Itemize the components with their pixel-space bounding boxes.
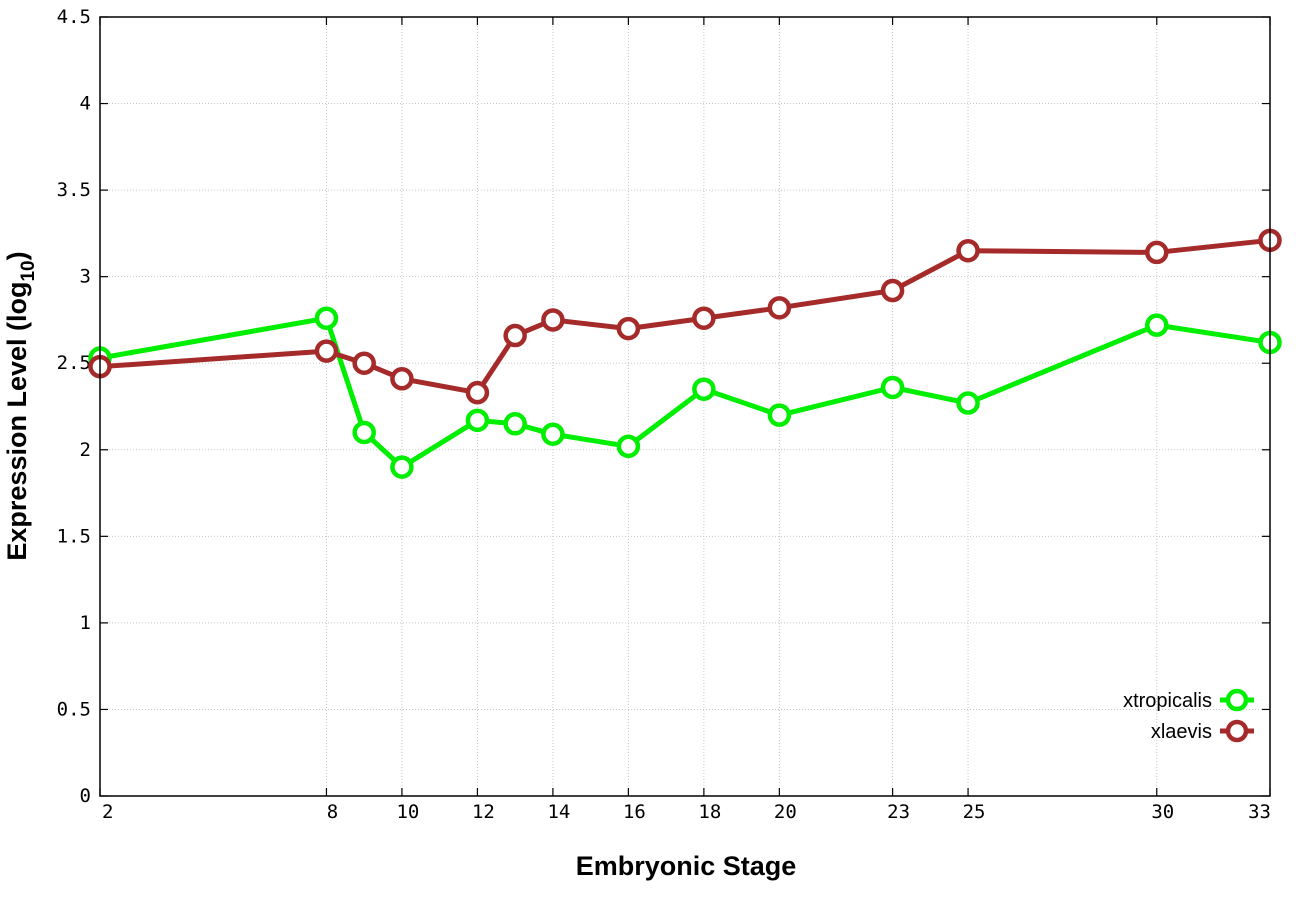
data-point (956, 391, 980, 415)
data-point (541, 422, 565, 446)
data-point (314, 339, 339, 363)
y-tick-label: 3 (80, 266, 91, 288)
data-point (692, 377, 716, 401)
legend-entry: xlaevis (1151, 719, 1254, 743)
legend-marker (1225, 719, 1249, 743)
legend-label: xlaevis (1151, 721, 1212, 743)
data-point (503, 323, 527, 348)
plot-frame (99, 16, 1271, 797)
data-point (616, 434, 641, 459)
data-point (956, 238, 980, 263)
data-point (767, 296, 792, 320)
y-tick-label: 4.5 (57, 6, 91, 28)
data-point (767, 403, 792, 427)
y-axis-title: Expression Level (log10) (2, 251, 39, 560)
y-tick-label: 0.5 (57, 698, 91, 720)
series-line-xlaevis (99, 237, 1271, 396)
y-tick-label: 1 (80, 612, 91, 634)
data-point (880, 278, 905, 303)
x-tick-label: 12 (472, 801, 495, 823)
x-tick-label: 33 (1248, 801, 1271, 823)
legend-label: xtropicalis (1123, 690, 1212, 712)
grid (99, 16, 1271, 797)
x-axis-title: Embryonic Stage (576, 851, 797, 881)
y-tick-label: 4 (80, 93, 91, 115)
data-point (352, 420, 376, 445)
y-tick-label: 0 (80, 785, 91, 807)
data-point (390, 367, 414, 391)
data-point (352, 351, 376, 375)
y-tick-label: 3.5 (57, 179, 91, 201)
x-tick-label: 30 (1151, 801, 1174, 823)
y-tick-label: 2 (80, 439, 91, 461)
x-tick-label: 10 (396, 801, 419, 823)
data-point (314, 306, 339, 330)
data-point (390, 455, 414, 479)
y-tick-label: 2.5 (57, 352, 91, 374)
legend-entry: xtropicalis (1123, 688, 1254, 712)
data-point (541, 308, 565, 332)
data-point (616, 316, 641, 341)
x-tick-label: 16 (623, 801, 646, 823)
x-tick-label: 2 (102, 801, 113, 823)
data-point (692, 306, 716, 330)
legend-marker (1225, 688, 1249, 712)
tick-labels: 0 0.5 1 1.5 2 2.5 3 3.5 4 4.5 2 8 10 12 14 16 18 20 23 25 30… (57, 6, 1271, 823)
x-tick-label: 25 (963, 801, 986, 823)
data-point (1145, 240, 1169, 265)
x-tick-label: 18 (698, 801, 721, 823)
x-tick-label: 20 (774, 801, 797, 823)
x-tick-label: 14 (547, 801, 570, 823)
series-lines (88, 228, 1282, 479)
x-tick-label: 23 (887, 801, 910, 823)
data-point (465, 380, 490, 405)
series-xtropicalis (88, 306, 1282, 479)
series-xlaevis (88, 228, 1282, 405)
legend: xtropicalis xlaevis (1123, 688, 1254, 743)
x-tick-label: 8 (327, 801, 338, 823)
series-line-xtropicalis (99, 315, 1271, 470)
data-point (1145, 313, 1169, 337)
data-point (880, 375, 905, 400)
y-tick-label: 1.5 (57, 525, 91, 547)
data-point (503, 412, 527, 436)
data-point (465, 408, 490, 433)
